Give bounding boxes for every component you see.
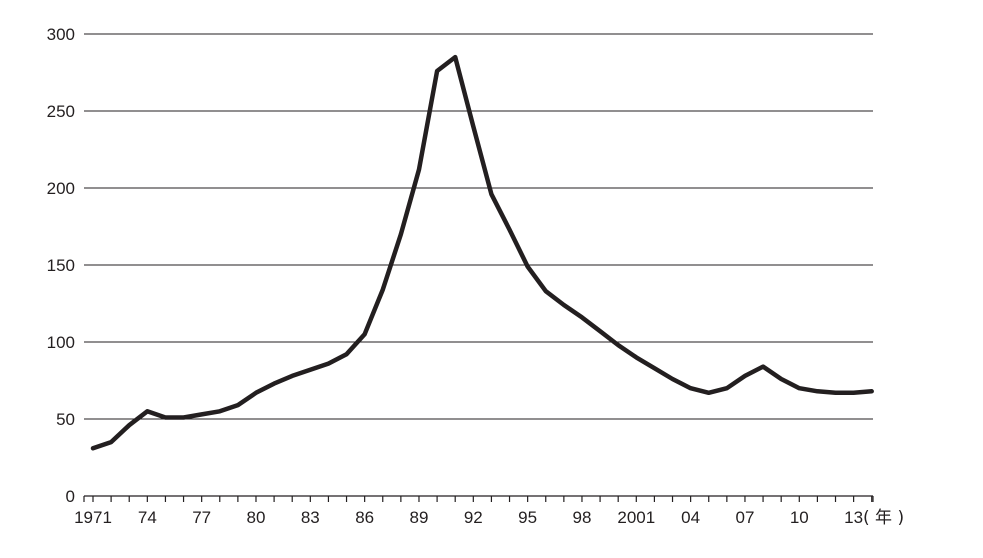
data-point-2006 bbox=[725, 386, 729, 390]
data-point-1981 bbox=[272, 381, 276, 385]
data-point-1988 bbox=[399, 232, 403, 236]
y-tick-label-100: 100 bbox=[47, 333, 75, 352]
data-point-2009 bbox=[779, 377, 783, 381]
data-point-2007 bbox=[743, 374, 747, 378]
data-point-2002 bbox=[652, 366, 656, 370]
data-point-1980 bbox=[254, 391, 258, 395]
data-point-1989 bbox=[417, 167, 421, 171]
x-tick-label-1974: 74 bbox=[138, 508, 157, 527]
x-tick-label-2001: 2001 bbox=[617, 508, 655, 527]
x-axis-labels: 1971 74 77 80 83 86 89 92 95 98 2001 04 07 10 13( 年 ) bbox=[74, 508, 904, 528]
data-point-1972 bbox=[109, 440, 113, 444]
data-point-1992 bbox=[471, 124, 475, 128]
data-point-1995 bbox=[525, 264, 529, 268]
data-point-2010 bbox=[797, 386, 801, 390]
y-tick-label-150: 150 bbox=[47, 256, 75, 275]
x-tick-label-1998: 98 bbox=[573, 508, 592, 527]
data-point-2014 bbox=[870, 389, 874, 393]
series-line-0 bbox=[90, 54, 874, 451]
data-point-2013 bbox=[851, 391, 855, 395]
data-point-1982 bbox=[290, 374, 294, 378]
data-point-1996 bbox=[544, 289, 548, 293]
data-point-2004 bbox=[688, 386, 692, 390]
data-point-2012 bbox=[833, 391, 837, 395]
x-tick-label-2007: 07 bbox=[735, 508, 754, 527]
x-tick-label-2013: 13 bbox=[844, 508, 863, 527]
data-point-1979 bbox=[236, 403, 240, 407]
y-tick-label-0: 0 bbox=[66, 487, 75, 506]
data-point-2011 bbox=[815, 389, 819, 393]
data-point-2001 bbox=[634, 355, 638, 359]
x-tick-label-2004: 04 bbox=[681, 508, 700, 527]
data-point-1976 bbox=[181, 415, 185, 419]
data-point-2003 bbox=[670, 377, 674, 381]
data-point-1975 bbox=[163, 415, 167, 419]
data-point-2008 bbox=[761, 364, 765, 368]
series bbox=[90, 54, 874, 451]
data-point-1977 bbox=[199, 412, 203, 416]
y-tick-label-50: 50 bbox=[56, 410, 75, 429]
data-point-1984 bbox=[326, 361, 330, 365]
data-point-1974 bbox=[145, 409, 149, 413]
data-point-1987 bbox=[381, 287, 385, 291]
y-tick-label-300: 300 bbox=[47, 25, 75, 44]
data-point-1978 bbox=[218, 409, 222, 413]
y-axis-labels: 0 50 100 150 200 250 300 bbox=[47, 25, 75, 506]
x-tick-label-1977: 77 bbox=[192, 508, 211, 527]
x-tick-label-1980: 80 bbox=[247, 508, 266, 527]
data-point-1983 bbox=[308, 368, 312, 372]
x-tick-label-2010: 10 bbox=[790, 508, 809, 527]
x-tick-label-1986: 86 bbox=[355, 508, 374, 527]
data-point-1994 bbox=[507, 227, 511, 231]
x-tick-label-1992: 92 bbox=[464, 508, 483, 527]
x-axis bbox=[83, 495, 874, 502]
data-point-1986 bbox=[362, 332, 366, 336]
data-point-1973 bbox=[127, 423, 131, 427]
data-point-1997 bbox=[562, 303, 566, 307]
x-unit-label: ( 年 ) bbox=[863, 508, 904, 528]
gridlines bbox=[84, 33, 873, 420]
x-tick-label-1995: 95 bbox=[518, 508, 537, 527]
y-tick-label-200: 200 bbox=[47, 179, 75, 198]
y-tick-label-250: 250 bbox=[47, 102, 75, 121]
x-tick-label-1971: 1971 bbox=[74, 508, 112, 527]
data-point-1985 bbox=[344, 352, 348, 356]
data-point-1993 bbox=[489, 192, 493, 196]
data-point-2005 bbox=[707, 391, 711, 395]
data-point-1998 bbox=[580, 315, 584, 319]
data-point-1991 bbox=[453, 55, 457, 59]
x-tick-label-1983: 83 bbox=[301, 508, 320, 527]
data-point-1971 bbox=[91, 446, 95, 450]
data-point-2000 bbox=[616, 343, 620, 347]
data-point-1999 bbox=[598, 329, 602, 333]
data-point-1990 bbox=[435, 69, 439, 73]
x-tick-label-1989: 89 bbox=[410, 508, 429, 527]
